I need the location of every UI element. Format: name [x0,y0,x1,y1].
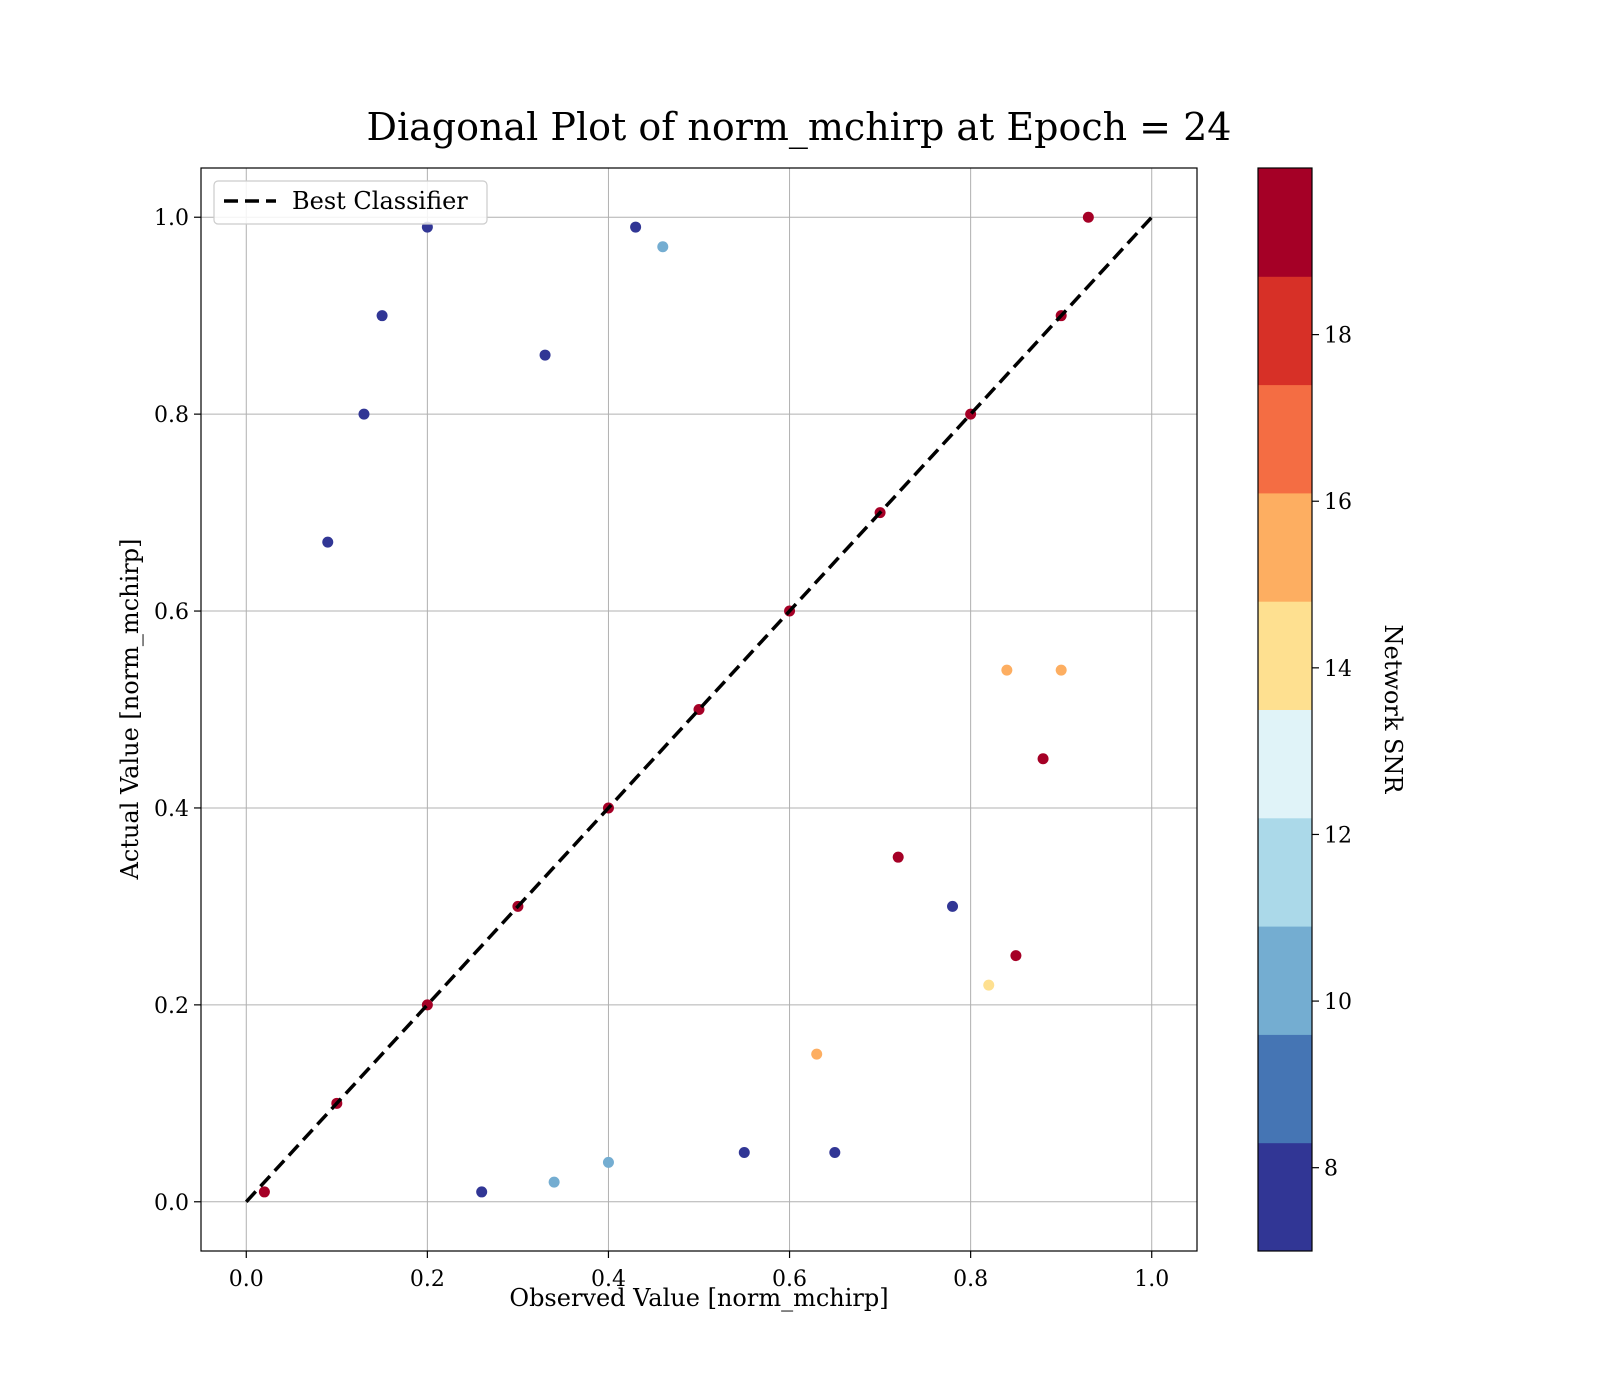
scatter-point [258,1186,270,1198]
scatter-point [983,979,995,991]
best-classifier-line [244,216,1154,1203]
y-tick-label: 0.4 [154,797,189,822]
x-tick-label: 1.0 [1134,1267,1169,1292]
colorbar-segment [1258,601,1312,710]
x-tick-label: 0.8 [953,1267,988,1292]
colorbar-segment [1258,168,1312,277]
colorbar-frame [1257,167,1313,1252]
colorbar-segment [1258,492,1312,602]
scatter-point [657,241,669,253]
chart-title: Diagonal Plot of norm_mchirp at Epoch = … [367,105,1232,150]
y-tick-label: 0.6 [154,600,189,625]
scatter-point [630,221,642,233]
colorbar-segment [1258,817,1312,927]
y-tick-label: 0.8 [154,403,189,428]
colorbar-tick-label: 8 [1324,1157,1338,1182]
colorbar-tick-label: 18 [1324,324,1352,349]
y-axis-label: Actual Value [norm_mchirp] [116,539,144,881]
y-tick-label: 0.0 [154,1191,189,1216]
scatter-point [1001,664,1013,676]
colorbar-segment [1258,276,1312,386]
colorbar [1258,168,1312,1252]
x-tick-label: 0.4 [591,1267,626,1292]
y-axis-ticks: 0.0 0.2 0.4 0.6 0.8 1.0 [154,206,201,1216]
scatter-point [539,349,551,361]
colorbar-segment [1258,1034,1312,1144]
legend-box [213,180,488,225]
x-tick-label: 0.6 [772,1267,807,1292]
scatter-point [322,536,334,548]
scatter-point [358,408,370,420]
legend: Best Classifier [213,180,488,225]
colorbar-tick-label: 10 [1324,990,1352,1015]
scatter-point [892,851,904,863]
colorbar-tick-label: 12 [1324,823,1352,848]
y-tick-label: 0.2 [154,994,189,1019]
colorbar-segment [1258,384,1312,494]
colorbar-tick-label: 14 [1324,657,1352,682]
scatter-point [947,900,959,912]
scatter-point [1055,664,1067,676]
colorbar-ticks: 8 10 12 14 16 18 [1312,324,1352,1182]
scatter-point [376,310,388,322]
legend-entry-best-classifier: Best Classifier [292,187,468,215]
x-tick-label: 0.2 [410,1267,445,1292]
scatter-points [258,211,1094,1198]
scatter-point [738,1147,750,1159]
y-tick-label: 1.0 [154,206,189,231]
colorbar-label: Network SNR [1379,625,1407,795]
x-axis-label: Observed Value [norm_mchirp] [509,1284,888,1312]
colorbar-segment [1258,1142,1312,1252]
scatter-point [811,1048,823,1060]
scatter-point [829,1147,841,1159]
colorbar-tick-label: 16 [1324,490,1352,515]
scatter-point [1010,950,1022,962]
scatter-point [476,1186,488,1198]
plot-area-frame [200,167,1198,1252]
x-axis-ticks: 0.0 0.2 0.4 0.6 0.8 1.0 [229,1251,1169,1292]
colorbar-segment [1258,926,1312,1035]
scatter-point [548,1176,560,1188]
scatter-point [1037,753,1049,765]
scatter-point [602,1156,614,1168]
scatter-point [1082,211,1094,223]
x-tick-label: 0.0 [229,1267,264,1292]
colorbar-segment [1258,709,1312,819]
